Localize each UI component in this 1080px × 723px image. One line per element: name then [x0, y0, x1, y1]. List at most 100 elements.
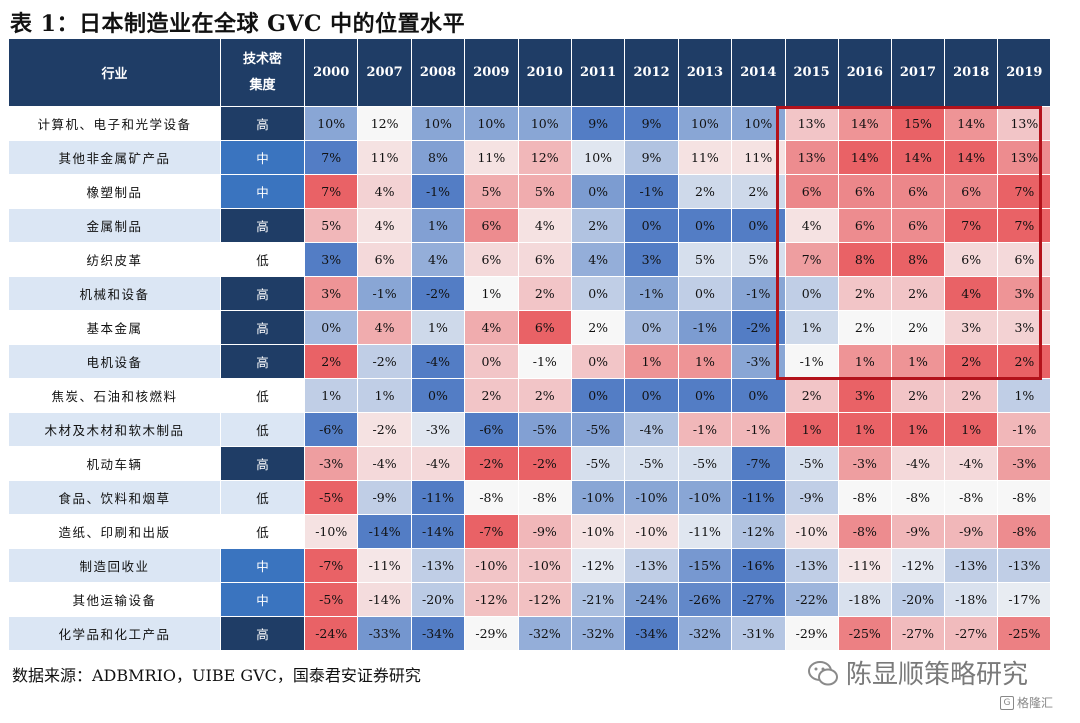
value-cell: -27%	[731, 582, 786, 617]
table-row: 金属制品高 5% 4% 1% 6% 4% 2% 0% 0% 0% 4% 6% 6% 7% 7%	[8, 208, 1052, 243]
value-cell: 15%	[890, 106, 946, 141]
value-cell: -4%	[890, 446, 946, 481]
value-cell: 1%	[837, 344, 892, 379]
value-cell: -14%	[410, 514, 466, 549]
value-cell: 1%	[944, 412, 999, 447]
header-year: 2000	[303, 38, 359, 107]
value-cell: 6%	[464, 242, 519, 277]
value-cell: -8%	[890, 480, 946, 515]
value-cell: -29%	[784, 616, 839, 651]
value-cell: 13%	[784, 106, 839, 141]
value-cell: 2%	[303, 344, 359, 379]
wechat-icon	[808, 660, 838, 685]
table-row: 木材及木材和软木制品低 -6% -2% -3% -6% -5% -5% -4% -1% -1% 1%…	[8, 412, 1052, 447]
value-cell: 2%	[944, 378, 999, 413]
value-cell: 3%	[837, 378, 892, 413]
value-cell: 3%	[303, 276, 359, 311]
value-cell: -10%	[677, 480, 733, 515]
value-cell: -18%	[944, 582, 999, 617]
table-title: 表 1：日本制造业在全球 GVC 中的位置水平	[10, 11, 466, 37]
value-cell: 10%	[303, 106, 359, 141]
value-cell: -27%	[944, 616, 999, 651]
value-cell: -21%	[570, 582, 626, 617]
header-year: 2012	[624, 38, 679, 107]
tech-intensity-cell: 低	[220, 242, 305, 277]
table-row: 其他运输设备中 -5% -14% -20% -12% -12% -21% -24% -26% -2…	[8, 582, 1052, 617]
value-cell: 11%	[464, 140, 519, 175]
value-cell: 6%	[357, 242, 412, 277]
value-cell: -5%	[624, 446, 679, 481]
value-cell: 10%	[410, 106, 466, 141]
value-cell: -20%	[890, 582, 946, 617]
value-cell: -1%	[517, 344, 572, 379]
value-cell: 0%	[624, 208, 679, 243]
tech-intensity-cell: 高	[220, 106, 305, 141]
value-cell: -6%	[464, 412, 519, 447]
value-cell: 5%	[731, 242, 786, 277]
value-cell: 6%	[944, 242, 999, 277]
value-cell: 9%	[624, 140, 679, 175]
value-cell: -5%	[303, 582, 359, 617]
value-cell: -2%	[357, 412, 412, 447]
header-industry: 行业	[8, 38, 221, 107]
header-tech-line1: 技术密	[242, 51, 282, 67]
value-cell: 10%	[731, 106, 786, 141]
value-cell: -32%	[517, 616, 572, 651]
value-cell: -9%	[357, 480, 412, 515]
value-cell: 4%	[570, 242, 626, 277]
tech-intensity-cell: 低	[220, 412, 305, 447]
value-cell: -5%	[677, 446, 733, 481]
value-cell: -14%	[357, 514, 412, 549]
value-cell: -17%	[997, 582, 1052, 617]
table-row: 化学品和化工产品高 -24% -33% -34% -29% -32% -32% -34% -32…	[8, 616, 1052, 651]
value-cell: 7%	[303, 174, 359, 209]
tech-intensity-cell: 高	[220, 344, 305, 379]
table-row: 机械和设备高 3% -1% -2% 1% 2% 0% -1% 0% -1% 0% 2% 2% 4% 3%	[8, 276, 1052, 311]
value-cell: 0%	[624, 378, 679, 413]
value-cell: 4%	[410, 242, 466, 277]
value-cell: 6%	[517, 310, 572, 345]
industry-label: 制造回收业	[8, 548, 221, 583]
value-cell: 3%	[303, 242, 359, 277]
value-cell: 10%	[517, 106, 572, 141]
value-cell: 2%	[837, 276, 892, 311]
value-cell: -1%	[677, 412, 733, 447]
industry-label: 橡塑制品	[8, 174, 221, 209]
value-cell: 1%	[357, 378, 412, 413]
value-cell: 3%	[624, 242, 679, 277]
header-year: 2008	[410, 38, 466, 107]
value-cell: -8%	[464, 480, 519, 515]
value-cell: -8%	[944, 480, 999, 515]
value-cell: 1%	[784, 412, 839, 447]
table-row: 计算机、电子和光学设备高 10% 12% 10% 10% 10% 9% 9% 10% 10% 13%…	[8, 106, 1052, 141]
industry-label: 其他非金属矿产品	[8, 140, 221, 175]
value-cell: 1%	[303, 378, 359, 413]
value-cell: -7%	[303, 548, 359, 583]
industry-label: 机动车辆	[8, 446, 221, 481]
table-row: 造纸、印刷和出版低 -10% -14% -14% -7% -9% -10% -10% -11% -…	[8, 514, 1052, 549]
value-cell: 4%	[464, 310, 519, 345]
value-cell: -1%	[624, 276, 679, 311]
value-cell: -12%	[890, 548, 946, 583]
value-cell: -1%	[677, 310, 733, 345]
value-cell: -32%	[570, 616, 626, 651]
tech-intensity-cell: 低	[220, 480, 305, 515]
value-cell: -2%	[464, 446, 519, 481]
table-row: 其他非金属矿产品中 7% 11% 8% 11% 12% 10% 9% 11% 11% 13% 14% 1…	[8, 140, 1052, 175]
value-cell: 6%	[517, 242, 572, 277]
value-cell: -13%	[624, 548, 679, 583]
value-cell: 2%	[517, 378, 572, 413]
value-cell: 8%	[890, 242, 946, 277]
value-cell: -29%	[464, 616, 519, 651]
value-cell: 0%	[464, 344, 519, 379]
value-cell: -12%	[464, 582, 519, 617]
value-cell: 6%	[837, 174, 892, 209]
tech-intensity-cell: 高	[220, 310, 305, 345]
value-cell: 2%	[464, 378, 519, 413]
value-cell: -3%	[997, 446, 1052, 481]
value-cell: 2%	[944, 344, 999, 379]
header-year: 2014	[731, 38, 786, 107]
value-cell: 9%	[624, 106, 679, 141]
value-cell: 1%	[837, 412, 892, 447]
tech-intensity-cell: 高	[220, 276, 305, 311]
